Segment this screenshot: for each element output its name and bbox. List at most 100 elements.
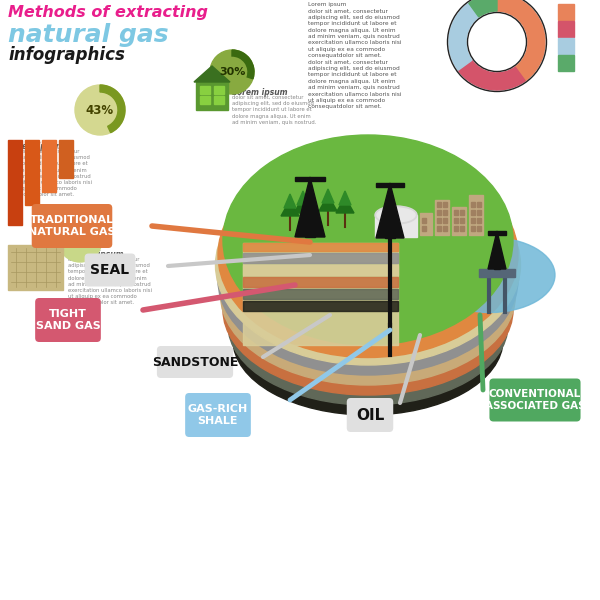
Bar <box>558 21 574 37</box>
Text: infographics: infographics <box>8 46 125 64</box>
Bar <box>443 226 447 231</box>
Bar <box>558 38 574 54</box>
Ellipse shape <box>228 245 508 405</box>
Ellipse shape <box>221 205 515 385</box>
Wedge shape <box>458 60 525 90</box>
FancyBboxPatch shape <box>85 253 136 286</box>
Wedge shape <box>100 85 125 133</box>
Bar <box>243 265 398 275</box>
Polygon shape <box>304 191 316 205</box>
Bar <box>443 218 447 223</box>
Text: TRADITIONAL
NATURAL GAS: TRADITIONAL NATURAL GAS <box>28 215 116 237</box>
Bar <box>200 86 210 94</box>
FancyBboxPatch shape <box>490 379 581 421</box>
Bar <box>243 289 398 299</box>
Bar <box>469 195 483 235</box>
FancyBboxPatch shape <box>32 204 112 248</box>
Bar <box>435 200 449 235</box>
Bar <box>422 218 426 223</box>
Polygon shape <box>295 177 325 237</box>
Bar <box>42 140 56 192</box>
Polygon shape <box>336 197 354 213</box>
Bar <box>243 243 398 345</box>
Bar <box>460 218 464 223</box>
Polygon shape <box>376 183 404 187</box>
Polygon shape <box>305 207 315 237</box>
Text: natural gas: natural gas <box>8 23 169 47</box>
Polygon shape <box>301 197 319 213</box>
Text: OIL: OIL <box>356 407 384 422</box>
Bar <box>471 202 475 207</box>
Ellipse shape <box>425 238 555 313</box>
Polygon shape <box>488 231 506 269</box>
Bar <box>460 226 464 231</box>
Bar <box>437 210 441 215</box>
Polygon shape <box>319 195 337 211</box>
Wedge shape <box>469 0 497 17</box>
Bar <box>443 210 447 215</box>
Bar <box>243 301 398 311</box>
Ellipse shape <box>215 165 521 365</box>
Bar <box>454 210 458 215</box>
Ellipse shape <box>223 225 513 395</box>
Text: Lorem ipsum: Lorem ipsum <box>68 250 124 259</box>
Polygon shape <box>339 191 351 205</box>
Polygon shape <box>494 250 500 269</box>
Bar <box>420 213 432 235</box>
Ellipse shape <box>223 135 513 345</box>
Text: dolor sit amet, consectetur
adipiscing elit, sed do eiusmod
tempor incididunt ut: dolor sit amet, consectetur adipiscing e… <box>8 149 92 197</box>
Polygon shape <box>295 177 325 181</box>
Ellipse shape <box>375 206 417 224</box>
Wedge shape <box>497 0 545 81</box>
Bar <box>443 202 447 207</box>
Bar <box>558 55 574 71</box>
Bar <box>471 226 475 231</box>
Text: dolor sit amet, consectetur
adipiscing elit, sed do eiusmod
tempor incididunt ut: dolor sit amet, consectetur adipiscing e… <box>232 95 316 125</box>
Bar <box>460 210 464 215</box>
Text: Lorem ipsum: Lorem ipsum <box>8 142 64 151</box>
Bar <box>479 269 515 277</box>
Polygon shape <box>297 191 309 205</box>
Bar <box>437 202 441 207</box>
Text: 30%: 30% <box>219 67 245 77</box>
FancyBboxPatch shape <box>347 398 393 432</box>
Wedge shape <box>232 50 254 79</box>
Bar <box>477 226 481 231</box>
Text: SANDSTONE: SANDSTONE <box>152 355 238 368</box>
Bar <box>471 218 475 223</box>
FancyBboxPatch shape <box>35 298 101 342</box>
Text: dolor sit amet, consectetur
adipiscing elit, sed do eiusmod
tempor incididunt ut: dolor sit amet, consectetur adipiscing e… <box>68 257 152 305</box>
Bar <box>243 253 398 263</box>
Ellipse shape <box>218 185 518 375</box>
Text: SEAL: SEAL <box>91 263 130 277</box>
Bar <box>454 218 458 223</box>
Bar <box>200 96 210 104</box>
Ellipse shape <box>233 265 503 415</box>
Polygon shape <box>284 194 296 208</box>
Bar <box>437 226 441 231</box>
Ellipse shape <box>218 152 518 358</box>
Circle shape <box>75 85 125 135</box>
Polygon shape <box>194 66 230 82</box>
Text: 43%: 43% <box>86 103 114 116</box>
Bar <box>452 207 466 235</box>
Bar <box>243 243 398 251</box>
FancyBboxPatch shape <box>157 346 233 378</box>
Bar <box>477 202 481 207</box>
Bar <box>196 82 228 110</box>
Bar <box>59 140 73 178</box>
Bar <box>243 277 398 287</box>
Bar <box>25 140 39 205</box>
Bar <box>8 140 22 225</box>
Text: Lorem ipsum
dolor sit amet, consectetur
adipiscing elit, sed do eiusmod
tempor i: Lorem ipsum dolor sit amet, consectetur … <box>308 2 401 109</box>
Text: CONVENTIONAL
ASSOCIATED GAS: CONVENTIONAL ASSOCIATED GAS <box>485 389 586 411</box>
Polygon shape <box>294 197 312 213</box>
Bar <box>375 215 417 237</box>
Text: GAS-RICH
SHALE: GAS-RICH SHALE <box>188 404 248 426</box>
Wedge shape <box>80 218 102 243</box>
Circle shape <box>58 218 102 262</box>
Bar <box>477 210 481 215</box>
Polygon shape <box>322 189 334 203</box>
Text: Lorem ipsum: Lorem ipsum <box>232 88 287 97</box>
Ellipse shape <box>377 208 415 222</box>
